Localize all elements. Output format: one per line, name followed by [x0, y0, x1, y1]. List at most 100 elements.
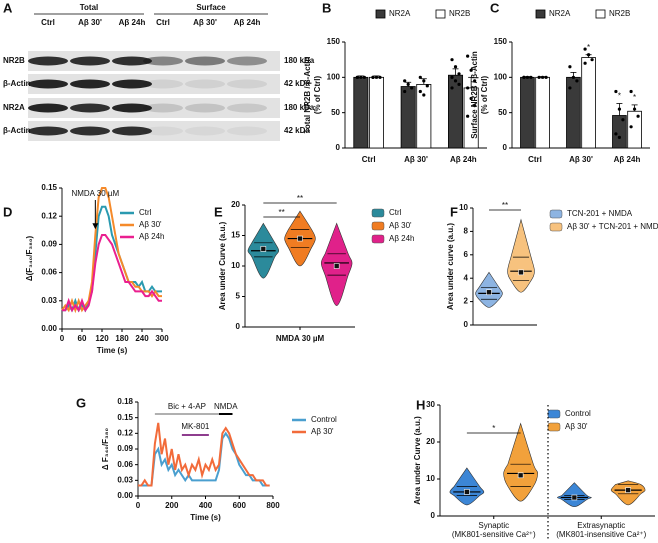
row-label: β-Actin [3, 79, 31, 88]
x-tick-label: 180 [115, 334, 129, 343]
legend-label: Aβ 30' [139, 220, 162, 229]
data-point [522, 75, 526, 79]
y-tick-label: 0 [236, 322, 241, 331]
blot-band [227, 126, 267, 136]
y-tick-label: 150 [327, 37, 341, 46]
y-tick-label: 0.03 [117, 475, 133, 484]
bar [400, 86, 416, 149]
x-axis-label: Time (s) [190, 513, 221, 522]
y-tick-label: 150 [494, 37, 508, 46]
y-tick-label: 20 [231, 200, 240, 209]
y-tick-label: 15 [231, 231, 240, 240]
legend-swatch [535, 9, 546, 19]
legend-label: Aβ 24h [139, 232, 165, 241]
panel-letter: H [416, 397, 425, 412]
series-line [62, 234, 162, 313]
blot-band [28, 56, 68, 66]
data-point [374, 75, 379, 79]
y-tick-label: 20 [426, 437, 435, 446]
mean-marker [518, 269, 524, 276]
mean-marker [517, 472, 524, 479]
x-tick-label: 800 [266, 501, 280, 510]
data-point [583, 47, 587, 51]
data-point [425, 84, 429, 88]
panel-letter: C [490, 0, 500, 15]
blot-strip [28, 51, 280, 71]
data-point [529, 75, 533, 79]
lane-label: Aβ 30' [78, 18, 102, 27]
mean-marker [571, 494, 578, 501]
data-point [632, 107, 637, 111]
mean-marker [486, 289, 492, 296]
mean-marker [260, 246, 267, 252]
significance: ** [297, 194, 303, 203]
data-point [525, 75, 530, 79]
bar [353, 76, 369, 149]
data-point [469, 68, 473, 72]
annotation: NMDA [214, 402, 238, 411]
y-tick-label: 50 [331, 108, 340, 117]
data-point [403, 89, 407, 94]
annotation: Bic + 4-AP [168, 402, 206, 411]
data-point [568, 65, 572, 69]
data-point [540, 75, 545, 79]
data-point [403, 79, 407, 83]
data-point [473, 79, 477, 83]
x-axis-label: Time (s) [97, 346, 128, 355]
y-axis-label: Δ(F₃₄₀/F₃₈₀) [25, 236, 34, 282]
data-point [378, 75, 382, 79]
data-point [583, 61, 587, 65]
legend-swatch [375, 9, 386, 19]
significance: * [492, 424, 495, 433]
bar [448, 74, 464, 149]
x-tick-label: Ctrl [528, 155, 542, 164]
legend-label: TCN-201 + NMDA [567, 209, 633, 218]
significance: * [587, 43, 590, 52]
data-point [571, 75, 576, 79]
blot-band [143, 79, 183, 89]
data-point [371, 75, 375, 79]
mean-marker [464, 489, 470, 495]
size-label: 180 kDa [284, 56, 315, 65]
legend-swatch [547, 409, 561, 419]
mean-marker [297, 235, 303, 242]
x-tick-label: Ctrl [362, 155, 376, 164]
x-tick-label: 240 [135, 334, 149, 343]
group-label: Total [80, 3, 99, 12]
data-point [614, 89, 618, 94]
blot-band [143, 56, 183, 66]
y-tick-label: 0.12 [41, 211, 57, 220]
data-point [406, 82, 410, 86]
blot-band [112, 56, 152, 66]
y-tick-label: 6 [464, 250, 469, 259]
legend-label: Control [311, 415, 337, 424]
blot-band [227, 103, 267, 113]
y-axis-label: Δ F₃₄₀/F₃₈₀ [101, 428, 110, 471]
data-point [473, 104, 477, 108]
x-tick-label: 200 [165, 501, 179, 510]
panel-letter: G [76, 395, 86, 410]
legend-label: NR2A [389, 9, 411, 18]
y-tick-label: 0.03 [41, 296, 57, 305]
data-point [355, 75, 359, 79]
legend-swatch [549, 209, 563, 219]
y-tick-label: 30 [426, 400, 435, 409]
annotation: MK-801 [181, 422, 210, 431]
mean-marker [333, 263, 340, 269]
blot-band [185, 126, 225, 136]
blot-band [227, 79, 267, 89]
data-point [457, 82, 461, 86]
blot-band [185, 56, 225, 66]
legend-label: Control [565, 409, 591, 418]
y-tick-label: 0 [336, 143, 341, 152]
y-tick-label: 0.15 [117, 413, 133, 422]
blot-band [112, 103, 152, 113]
y-tick-label: 50 [498, 108, 507, 117]
data-point [362, 75, 366, 79]
data-point [590, 58, 594, 62]
lane-label: Aβ 30' [193, 18, 217, 27]
x-tick-label: 60 [78, 334, 87, 343]
panel-letter: E [214, 204, 223, 219]
series-line [61, 187, 162, 314]
row-label: NR2A [3, 103, 25, 112]
